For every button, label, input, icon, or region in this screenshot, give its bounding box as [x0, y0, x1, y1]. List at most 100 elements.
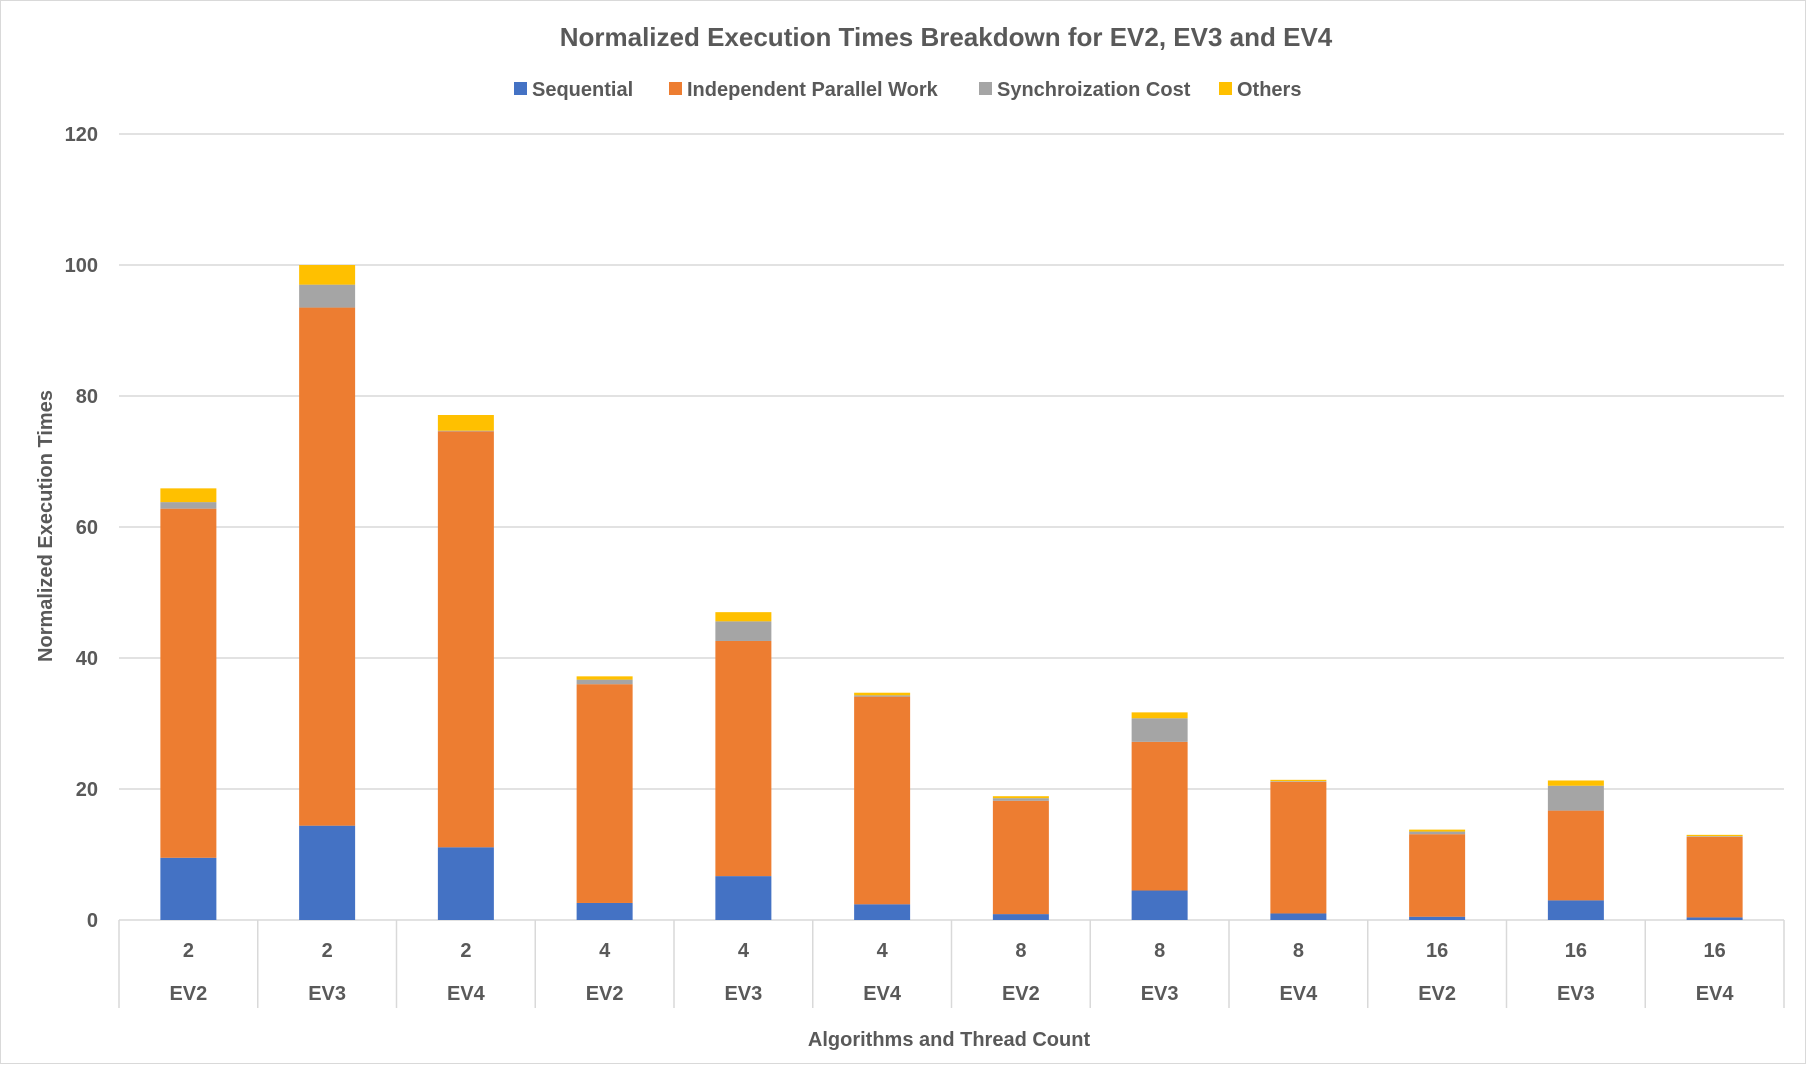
legend-item-synchroization-cost: Synchroization Cost	[979, 79, 1191, 101]
x-tick-thread-count: 8	[1015, 940, 1026, 962]
x-tick-thread-count: 2	[460, 940, 471, 962]
bar-segment-sequential-8	[1270, 913, 1327, 920]
bar-segment-sequential-9	[1409, 916, 1466, 920]
bar-segment-sequential-1	[299, 825, 356, 920]
bar-segment-others-3	[576, 676, 633, 680]
x-tick-thread-count: 16	[1704, 940, 1726, 962]
bar-segment-independent-parallel-work-0	[160, 508, 217, 858]
y-tick-label: 60	[76, 517, 98, 539]
bar-segment-independent-parallel-work-10	[1547, 810, 1604, 901]
y-tick-label: 0	[87, 910, 98, 932]
bar-segment-sequential-7	[1131, 890, 1188, 920]
bar-segment-others-5	[854, 692, 911, 696]
bar-segment-synchroization-cost-6	[992, 798, 1049, 801]
bar-segment-synchroization-cost-10	[1547, 785, 1604, 811]
x-tick-thread-count: 8	[1293, 940, 1304, 962]
bar-segment-sequential-6	[992, 914, 1049, 920]
x-tick-algorithm: EV4	[447, 983, 486, 1005]
bar-segment-independent-parallel-work-5	[854, 696, 911, 905]
bar-segment-sequential-3	[576, 902, 633, 920]
bar-segment-sequential-5	[854, 904, 911, 920]
bar-segment-independent-parallel-work-6	[992, 800, 1049, 915]
bar-segment-independent-parallel-work-2	[437, 431, 494, 848]
x-tick-thread-count: 16	[1426, 940, 1448, 962]
x-tick-algorithm: EV3	[308, 983, 346, 1005]
bar-segment-independent-parallel-work-11	[1686, 836, 1743, 918]
legend-label: Independent Parallel Work	[687, 79, 939, 101]
x-tick-algorithm: EV2	[586, 983, 624, 1005]
bar-segment-others-11	[1686, 834, 1743, 837]
legend-label: Sequential	[532, 79, 633, 101]
bar-segment-independent-parallel-work-3	[576, 684, 633, 903]
legend-swatch	[669, 82, 682, 95]
legend-item-sequential: Sequential	[514, 79, 633, 101]
y-tick-label: 40	[76, 648, 98, 670]
legend: Sequential Independent Parallel Work Synch…	[514, 79, 1301, 101]
bar-segment-others-1	[299, 265, 356, 285]
legend-label: Synchroization Cost	[997, 79, 1191, 101]
x-tick-thread-count: 2	[322, 940, 333, 962]
legend-item-independent-parallel-work: Independent Parallel Work	[669, 79, 939, 101]
bar-segment-others-10	[1547, 780, 1604, 786]
x-tick-algorithm: EV4	[1696, 983, 1735, 1005]
x-tick-algorithm: EV3	[1141, 983, 1179, 1005]
x-axis-title: Algorithms and Thread Count	[808, 1029, 1091, 1051]
bar-segment-synchroization-cost-11	[1686, 836, 1743, 837]
x-tick-algorithm: EV3	[1557, 983, 1595, 1005]
bar-segment-independent-parallel-work-1	[299, 307, 356, 826]
x-tick-thread-count: 4	[877, 940, 889, 962]
y-axis-title: Normalized Execution Times	[35, 390, 57, 662]
bar-segment-others-0	[160, 488, 217, 503]
bars	[160, 265, 1743, 920]
bar-segment-synchroization-cost-0	[160, 502, 217, 509]
x-tick-thread-count: 16	[1565, 940, 1587, 962]
x-tick-thread-count: 4	[599, 940, 611, 962]
bar-segment-synchroization-cost-3	[576, 679, 633, 685]
legend-item-others: Others	[1219, 79, 1301, 101]
y-tick-label: 120	[65, 124, 98, 146]
y-tick-label: 80	[76, 386, 98, 408]
x-tick-thread-count: 2	[183, 940, 194, 962]
legend-swatch	[979, 82, 992, 95]
x-tick-algorithm: EV2	[1418, 983, 1456, 1005]
bar-segment-others-2	[437, 414, 494, 431]
bar-segment-others-8	[1270, 779, 1327, 782]
x-tick-algorithm: EV2	[169, 983, 207, 1005]
x-tick-algorithm: EV4	[863, 983, 902, 1005]
bar-segment-independent-parallel-work-9	[1409, 834, 1466, 917]
bar-segment-synchroization-cost-4	[715, 621, 772, 641]
bar-segment-sequential-0	[160, 857, 217, 920]
bar-segment-synchroization-cost-9	[1409, 831, 1466, 835]
legend-swatch	[1219, 82, 1232, 95]
y-tick-label: 20	[76, 779, 98, 801]
gridlines	[119, 133, 1784, 921]
legend-label: Others	[1237, 79, 1301, 101]
bar-segment-synchroization-cost-8	[1270, 781, 1327, 782]
chart-title: Normalized Execution Times Breakdown for…	[560, 22, 1333, 52]
bar-segment-others-4	[715, 612, 772, 622]
y-axis-ticks: 0 20 40 60 80 100 120	[65, 124, 98, 932]
bar-segment-sequential-4	[715, 876, 772, 920]
x-tick-algorithm: EV4	[1279, 983, 1318, 1005]
bar-segment-others-7	[1131, 712, 1188, 719]
x-axis: 2 EV2 2 EV3 2 EV4 4 EV2 4 EV3 4 EV4 8 EV2 8 EV3 8 EV4 16 EV…	[118, 920, 1785, 1008]
bar-segment-others-6	[992, 796, 1049, 799]
x-tick-algorithm: EV3	[724, 983, 762, 1005]
bar-segment-others-9	[1409, 829, 1466, 832]
bar-segment-independent-parallel-work-4	[715, 640, 772, 877]
bar-segment-sequential-2	[437, 847, 494, 920]
bar-segment-sequential-10	[1547, 900, 1604, 920]
x-tick-algorithm: EV2	[1002, 983, 1040, 1005]
bar-segment-independent-parallel-work-7	[1131, 741, 1188, 891]
legend-swatch	[514, 82, 527, 95]
x-tick-thread-count: 4	[738, 940, 750, 962]
bar-segment-synchroization-cost-1	[299, 284, 356, 308]
bar-segment-synchroization-cost-5	[854, 695, 911, 697]
x-tick-thread-count: 8	[1154, 940, 1165, 962]
bar-segment-sequential-11	[1686, 917, 1743, 920]
bar-segment-independent-parallel-work-8	[1270, 781, 1327, 914]
bar-segment-synchroization-cost-2	[437, 430, 494, 432]
y-tick-label: 100	[65, 255, 98, 277]
